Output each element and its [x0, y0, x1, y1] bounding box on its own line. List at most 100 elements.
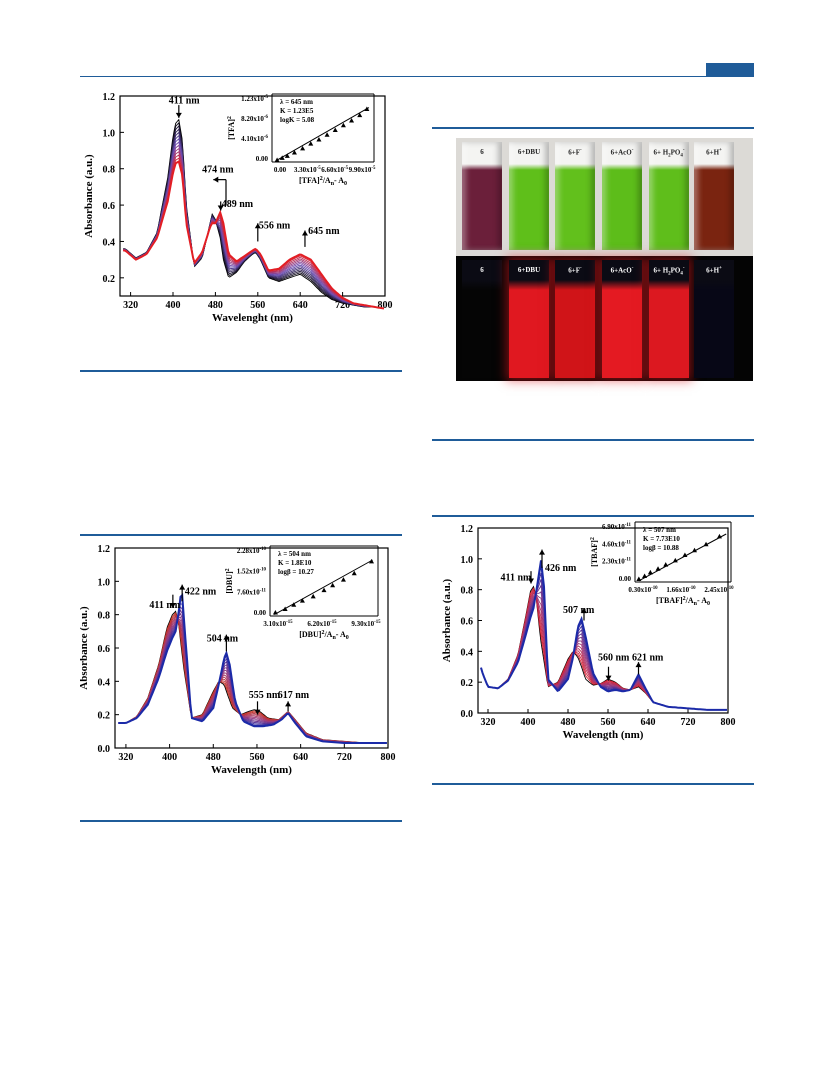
inset-data-point [279, 155, 285, 160]
arrow-617-head [285, 701, 292, 707]
annotation-556: 556 nm [259, 221, 291, 232]
annotation-507: 507 nm [563, 605, 595, 616]
y-tick-label: 1.0 [461, 555, 474, 566]
annotation-411: 411 nm [149, 600, 181, 611]
inset-data-point [716, 533, 722, 539]
inset-data-point [330, 582, 336, 588]
inset-y-label: [TBAF]2 [590, 537, 599, 567]
inset-legend-line: logβ = 10.88 [643, 544, 679, 552]
annotation-422: 422 nm [185, 587, 217, 598]
inset-x-tick-label: 0.30x10-10 [628, 586, 658, 594]
arrow-645-head [301, 230, 308, 236]
bottom-vial-label: 6 [480, 266, 484, 274]
y-tick-label: 0.2 [103, 274, 116, 285]
x-tick-label: 320 [123, 300, 138, 311]
inset-fit-line [275, 107, 370, 162]
figure-b: 0.0 0.2 0.4 0.6 0.8 1.0 1.2 320 400 480 560 640 720 8… [80, 544, 396, 776]
inset-y-label: [DBU]2 [225, 568, 234, 593]
inset-data-point [636, 576, 642, 581]
arrow-426-head [539, 549, 545, 555]
caption-rule-c-bottom [432, 783, 754, 785]
daylight-vial [462, 142, 502, 250]
inset-data-point [364, 106, 370, 111]
annotation-489: 489 nm [222, 199, 254, 210]
y-tick-label: 0.0 [98, 744, 111, 755]
inset-data-point [316, 137, 322, 142]
header-rule [80, 76, 754, 77]
arrow-621-head [635, 662, 642, 668]
daylight-vial [555, 142, 595, 250]
inset-x-tick-label: 6.20x10-15 [307, 620, 337, 628]
inset-y-tick-label: 4.60x10-11 [602, 540, 632, 548]
bottom-vial-label: 6+DBU [517, 266, 541, 274]
caption-rule-b-top [80, 534, 402, 536]
annotation-645: 645 nm [308, 226, 340, 237]
caption-rule-a-bottom [80, 370, 402, 372]
x-tick-label: 640 [293, 752, 308, 763]
inset-data-point [291, 602, 297, 607]
y-axis-label: Absorbance (a.u.) [83, 154, 95, 238]
inset-y-tick-label: 1.23x10-5 [241, 95, 268, 103]
y-tick-label: 0.6 [103, 201, 116, 212]
inset-y-tick-label: 2.30x10-11 [602, 558, 632, 566]
arrow-504-head [223, 634, 230, 640]
inset-x-tick-label: 2.45x10-10 [704, 586, 734, 594]
top-vial-label: 6+F- [568, 148, 582, 157]
inset-x-tick-label: 3.10x10-15 [263, 620, 293, 628]
inset-y-tick-label: 2.28x10-10 [237, 547, 267, 555]
spectrum-line [123, 159, 385, 310]
arrow-556-head [254, 223, 261, 229]
x-tick-label: 640 [293, 300, 308, 311]
inset-data-point [291, 149, 297, 155]
daylight-vial [602, 142, 642, 250]
inset-data-point [282, 606, 288, 611]
x-tick-label: 400 [166, 300, 181, 311]
x-tick-label: 400 [162, 752, 177, 763]
daylight-panel: 6 6+DBU 6+F- 6+AcO- 6+ H2PO4- 6+H+ [456, 138, 753, 256]
annotation-411: 411 nm [501, 572, 533, 583]
inset-data-point [308, 141, 314, 146]
inset-data-point [310, 593, 316, 599]
bottom-vial-label: 6+F- [568, 266, 582, 275]
daylight-vial [694, 142, 734, 250]
y-tick-label: 0.2 [461, 678, 474, 689]
inset-data-point [300, 145, 306, 151]
inset-data-point [324, 132, 330, 137]
inset-x-label: [DBU]2/An- A0 [299, 630, 349, 641]
arrow-411-head [175, 112, 182, 118]
x-tick-label: 800 [721, 717, 736, 728]
inset-data-point [274, 157, 280, 162]
uv-vial [602, 260, 642, 378]
annotation-426: 426 nm [545, 563, 577, 574]
annotation-560: 560 nm [598, 653, 630, 664]
inset-x-tick-label: 6.60x10-5 [321, 166, 348, 174]
inset-data-point [692, 547, 698, 553]
y-axis-label: Absorbance (a.u.) [441, 578, 453, 662]
x-tick-label: 800 [378, 300, 393, 311]
inset-x-tick-label: 1.66x10-10 [666, 586, 696, 594]
x-tick-label: 480 [208, 300, 223, 311]
spectrum-line [480, 590, 727, 711]
inset-x-label: [TFA]2/An- A0 [299, 176, 347, 187]
arrow-411-head [528, 578, 534, 584]
y-tick-label: 0.2 [98, 711, 111, 722]
caption-rule-photo-top [432, 127, 754, 129]
inset-legend-line: λ = 504 nm [278, 550, 311, 558]
y-tick-label: 0.8 [98, 611, 111, 622]
inset-x-tick-label: 9.90x10-5 [349, 166, 376, 174]
spectrum-line [480, 592, 727, 711]
y-tick-label: 1.2 [461, 524, 474, 535]
arrow-507-head [581, 608, 587, 614]
top-vial-label: 6+DBU [517, 148, 541, 156]
y-tick-label: 1.2 [103, 92, 116, 103]
inset-fit-line [638, 533, 727, 582]
spectrum-line [123, 154, 384, 309]
x-tick-label: 560 [250, 300, 265, 311]
caption-rule-c-top [432, 515, 754, 517]
y-tick-label: 0.8 [103, 165, 116, 176]
annotation-617: 617 nm [278, 690, 310, 701]
x-tick-label: 480 [561, 717, 576, 728]
spectrum-line [123, 151, 384, 309]
annotation-504: 504 nm [207, 633, 239, 644]
inset-data-point [672, 557, 678, 563]
